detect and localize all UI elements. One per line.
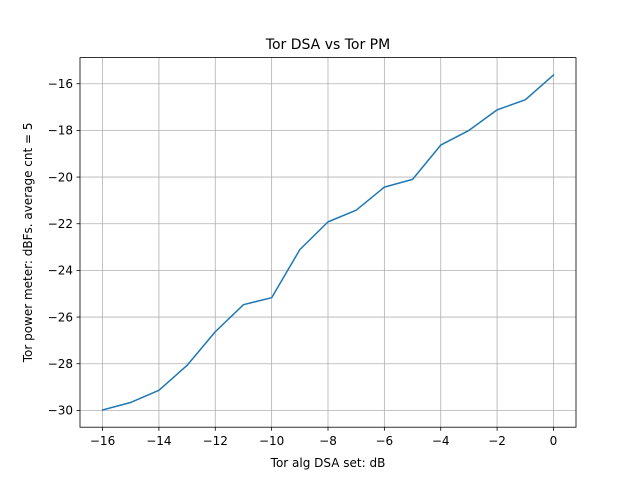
y-tick-label: −24 xyxy=(48,264,73,278)
x-axis-label: Tor alg DSA set: dB xyxy=(270,456,386,470)
y-tick-label: −18 xyxy=(48,124,73,138)
y-tick-label: −22 xyxy=(48,217,73,231)
y-tick-label: −30 xyxy=(48,404,73,418)
y-tick-label: −20 xyxy=(48,170,73,184)
y-tick-label: −16 xyxy=(48,77,73,91)
series-line xyxy=(101,74,555,411)
chart-title: Tor DSA vs Tor PM xyxy=(265,37,390,53)
y-tick-label: −26 xyxy=(48,310,73,324)
x-tick-label: −8 xyxy=(319,434,337,448)
x-tick-label: −4 xyxy=(432,434,450,448)
grid-layer xyxy=(80,57,576,428)
x-tick-label: 0 xyxy=(550,434,558,448)
x-tick-label: −6 xyxy=(376,434,394,448)
x-tick-label: −16 xyxy=(90,434,115,448)
y-tick-label: −28 xyxy=(48,357,73,371)
x-tick-label: −10 xyxy=(259,434,284,448)
x-tick-label: −14 xyxy=(146,434,171,448)
x-tick-label: −2 xyxy=(488,434,506,448)
tick-layer: −16 −14 −12 −10 −8 −6 −4 −2 0−30−28−26−24−22−20−… xyxy=(48,77,558,448)
series-layer xyxy=(101,74,555,411)
y-axis-label: Tor power meter: dBFs. average cnt = 5 xyxy=(21,122,35,363)
x-tick-label: −12 xyxy=(203,434,228,448)
